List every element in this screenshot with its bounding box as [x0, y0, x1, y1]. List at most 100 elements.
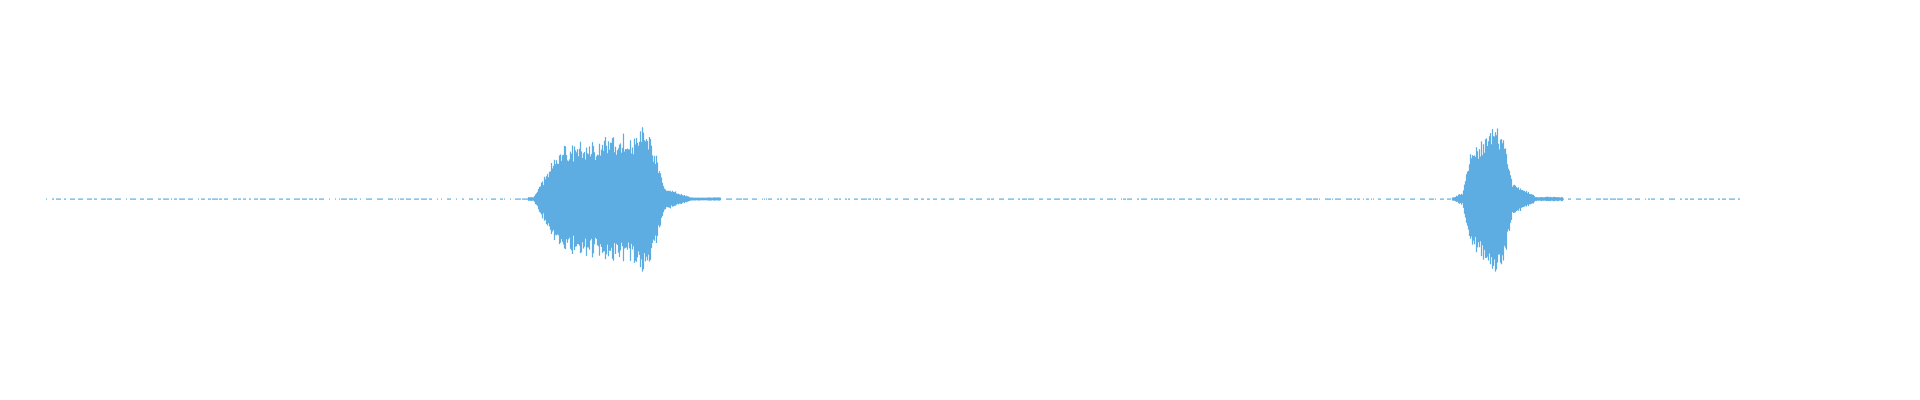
baseline-segment — [1722, 198, 1726, 200]
baseline-segment — [147, 198, 153, 200]
baseline-segment — [1718, 198, 1720, 200]
baseline-segment — [1100, 198, 1103, 200]
baseline-segment — [815, 198, 816, 200]
baseline-segment — [1188, 198, 1192, 200]
baseline-segment — [1366, 198, 1369, 200]
baseline-segment — [233, 198, 237, 200]
baseline-segment — [1378, 198, 1381, 200]
baseline-segment — [1173, 198, 1175, 200]
baseline-segment — [201, 198, 205, 200]
baseline-segment — [927, 198, 930, 200]
baseline-segment — [1319, 198, 1320, 200]
baseline-segment — [1373, 198, 1374, 200]
baseline-segment — [1586, 198, 1591, 200]
baseline-segment — [1269, 198, 1275, 200]
baseline-segment — [437, 198, 438, 200]
baseline-segment — [269, 198, 275, 200]
baseline-segment — [441, 198, 442, 200]
baseline-segment — [1137, 198, 1139, 200]
baseline-segment — [1123, 198, 1126, 200]
baseline-segment — [462, 198, 464, 200]
baseline-segment — [212, 198, 218, 200]
baseline-segment — [208, 198, 211, 200]
baseline-segment — [174, 198, 177, 200]
baseline-segment — [260, 198, 266, 200]
baseline-segment — [366, 198, 372, 200]
baseline-segment — [1054, 198, 1060, 200]
baseline-segment — [845, 198, 847, 200]
baseline-segment — [1107, 198, 1113, 200]
baseline-segment — [1635, 198, 1640, 200]
baseline-segment — [1704, 198, 1707, 200]
baseline-segment — [1224, 198, 1228, 200]
baseline-segment — [302, 198, 307, 200]
baseline-segment — [1306, 198, 1312, 200]
baseline-segment — [1159, 198, 1164, 200]
baseline-segment — [64, 198, 66, 200]
baseline-segment — [970, 198, 973, 200]
baseline-segment — [752, 198, 757, 200]
baseline-segment — [400, 198, 404, 200]
baseline-segment — [1114, 198, 1116, 200]
baseline-segment — [1617, 198, 1623, 200]
baseline-segment — [1263, 198, 1268, 200]
baseline-segment — [976, 198, 982, 200]
baseline-segment — [315, 198, 317, 200]
baseline-segment — [56, 198, 61, 200]
baseline-segment — [171, 198, 172, 200]
baseline-segment — [163, 198, 169, 200]
baseline-segment — [224, 198, 228, 200]
baseline-segment — [107, 198, 112, 200]
baseline-segment — [140, 198, 144, 200]
baseline-segment — [477, 198, 479, 200]
baseline-segment — [1210, 198, 1211, 200]
baseline-segment — [777, 198, 779, 200]
baseline-segment — [158, 198, 161, 200]
baseline-segment — [78, 198, 83, 200]
baseline-segment — [1296, 198, 1301, 200]
baseline-segment — [1645, 198, 1646, 200]
baseline-segment — [886, 198, 891, 200]
baseline-segment — [1215, 198, 1217, 200]
baseline-segment — [70, 198, 75, 200]
baseline-segment — [1151, 198, 1153, 200]
baseline-segment — [1440, 198, 1444, 200]
baseline-segment — [1018, 198, 1020, 200]
baseline-segment — [414, 198, 419, 200]
baseline-segment — [1690, 198, 1694, 200]
baseline-segment — [52, 198, 54, 200]
baseline-segment — [1286, 198, 1292, 200]
baseline-segment — [1420, 198, 1425, 200]
baseline-segment — [764, 198, 765, 200]
baseline-segment — [329, 198, 330, 200]
baseline-segment — [510, 198, 511, 200]
baseline-segment — [1121, 198, 1122, 200]
baseline-segment — [1008, 198, 1014, 200]
baseline-segment — [1232, 198, 1237, 200]
baseline-segment — [736, 198, 742, 200]
baseline-segment — [429, 198, 432, 200]
baseline-segment — [991, 198, 994, 200]
baseline-segment — [726, 198, 732, 200]
baseline-segment — [377, 198, 383, 200]
baseline-segment — [828, 198, 829, 200]
baseline-segment — [949, 198, 954, 200]
baseline-segment — [914, 198, 918, 200]
baseline-segment — [766, 198, 767, 200]
baseline-segment — [1039, 198, 1043, 200]
baseline-segment — [868, 198, 871, 200]
baseline-segment — [515, 198, 521, 200]
baseline-segment — [319, 198, 324, 200]
baseline-segment — [1729, 198, 1735, 200]
baseline-segment — [1141, 198, 1147, 200]
baseline-segment — [1680, 198, 1682, 200]
baseline-segment — [854, 198, 858, 200]
baseline-segment — [1246, 198, 1251, 200]
baseline-segment — [1332, 198, 1333, 200]
baseline-segment — [1401, 198, 1405, 200]
baseline-segment — [500, 198, 503, 200]
baseline-segment — [1028, 198, 1034, 200]
baseline-segment — [1709, 198, 1714, 200]
baseline-segment — [469, 198, 473, 200]
